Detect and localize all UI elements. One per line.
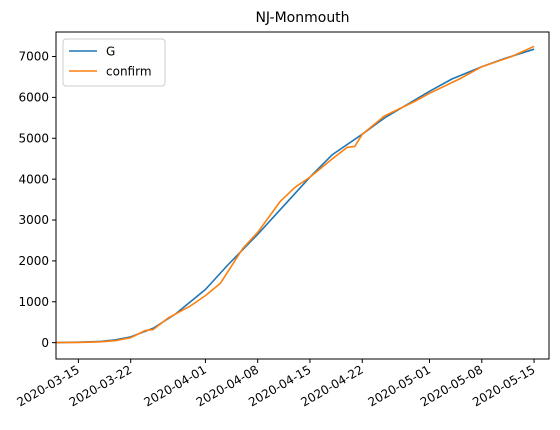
y-tick-label: 0: [41, 336, 49, 350]
y-tick-label: 3000: [18, 213, 49, 227]
plot-frame: [55, 31, 550, 360]
y-axis: 0 1000 2000 3000 4000 5000 6000 7000: [18, 50, 56, 350]
series-line-G: [55, 48, 535, 344]
y-tick-label: 5000: [18, 131, 49, 145]
legend-label-confirm: confirm: [106, 64, 152, 78]
y-tick-label: 6000: [18, 91, 49, 105]
y-tick-label: 4000: [18, 172, 49, 186]
y-tick-label: 7000: [18, 50, 49, 64]
y-tick-label: 1000: [18, 295, 49, 309]
series-line-confirm: [55, 45, 535, 344]
plot-lines: [55, 45, 535, 344]
y-tick-label: 2000: [18, 254, 49, 268]
legend-label-G: G: [106, 44, 115, 58]
chart-title: NJ-Monmouth: [255, 10, 349, 26]
